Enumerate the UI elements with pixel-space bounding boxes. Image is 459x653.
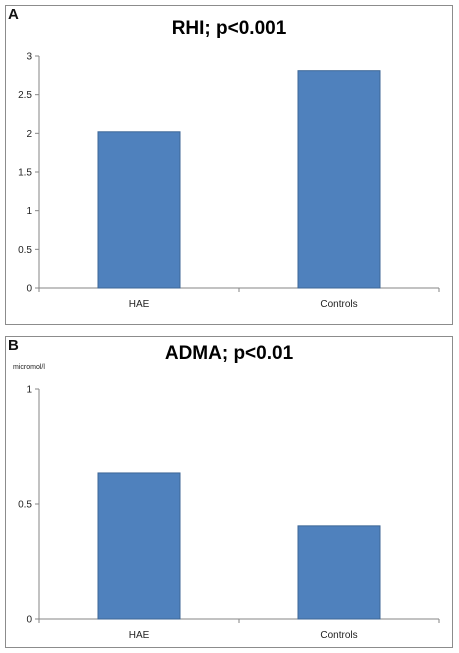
bar-hae-b (97, 472, 181, 620)
bar-controls-a (297, 70, 381, 289)
y-tick-label-a: 0 (26, 284, 32, 295)
chart-title-a: RHI; p<0.001 (171, 18, 287, 39)
bar-chart-a: 0 0.5 1 1.5 2 2.5 3 HAE Controls (18, 52, 440, 310)
chart-panel-b: B ADMA; p<0.01 micromol/l 0 0.5 1 HAE Contro… (5, 336, 453, 648)
y-tick-label-a: 1.5 (18, 168, 32, 179)
y-tick-label-a: 0.5 (18, 245, 32, 256)
panel-letter-b: B (8, 337, 19, 354)
chart-title-b: ADMA; p<0.01 (164, 343, 294, 364)
x-category-label-b: Controls (320, 630, 357, 641)
y-tick-label-a: 2 (26, 129, 32, 140)
y-unit-label-b: micromol/l (13, 364, 45, 371)
y-tick-label-b: 0 (26, 615, 32, 626)
y-tick-label-a: 2.5 (18, 90, 32, 101)
y-tick-label-b: 1 (26, 385, 32, 396)
bar-chart-b: 0 0.5 1 HAE Controls (18, 385, 440, 641)
x-category-label-a: Controls (320, 299, 357, 310)
x-category-label-a: HAE (129, 299, 150, 310)
bar-controls-b (297, 525, 381, 620)
bar-hae-a (97, 131, 181, 289)
y-tick-label-a: 1 (26, 206, 32, 217)
x-category-label-b: HAE (129, 630, 150, 641)
y-tick-label-a: 3 (26, 52, 32, 63)
y-tick-label-b: 0.5 (18, 500, 32, 511)
panel-letter-a: A (8, 6, 19, 23)
chart-panel-a: A RHI; p<0.001 0 0.5 1 1.5 2 2.5 3 HAE Controls (5, 5, 453, 325)
